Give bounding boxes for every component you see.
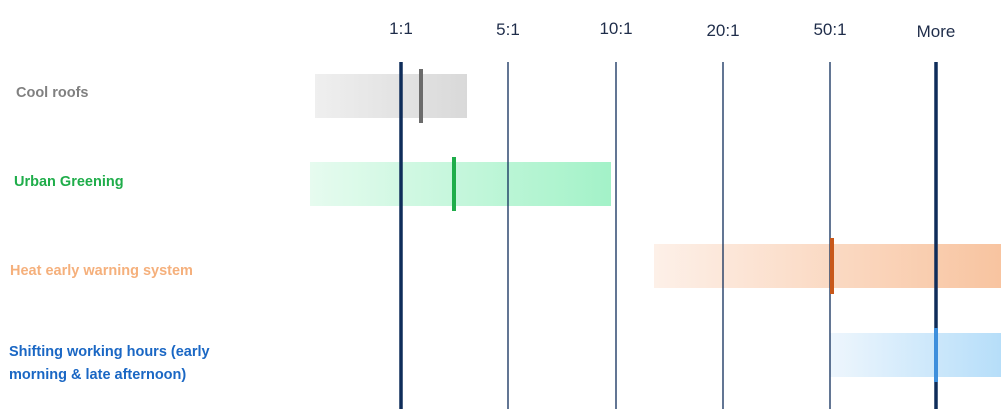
value-marker <box>452 157 456 211</box>
x-tick-label: 50:1 <box>813 20 846 39</box>
range-bar <box>654 244 1001 288</box>
x-tick-labels: 1:1 5:1 10:1 20:1 50:1 More <box>389 19 955 41</box>
x-tick-label: 20:1 <box>706 21 739 40</box>
value-marker <box>419 69 423 123</box>
row-label: Cool roofs <box>16 85 89 101</box>
row-label: morning & late afternoon) <box>9 367 186 383</box>
value-marker <box>934 328 938 382</box>
row-label: Urban Greening <box>14 174 124 190</box>
x-tick-label: More <box>917 22 956 41</box>
range-bars <box>310 74 1001 377</box>
row-label: Shifting working hours (early <box>9 344 210 360</box>
x-tick-label: 10:1 <box>599 19 632 38</box>
range-bar <box>310 162 611 206</box>
range-bar <box>830 333 1001 377</box>
value-markers <box>419 69 938 382</box>
row-label: Heat early warning system <box>10 263 193 279</box>
value-marker <box>830 238 834 294</box>
row-labels: Cool roofs Urban Greening Heat early warni… <box>9 85 210 383</box>
x-tick-label: 1:1 <box>389 19 413 38</box>
range-bar <box>315 74 467 118</box>
x-tick-label: 5:1 <box>496 20 520 39</box>
